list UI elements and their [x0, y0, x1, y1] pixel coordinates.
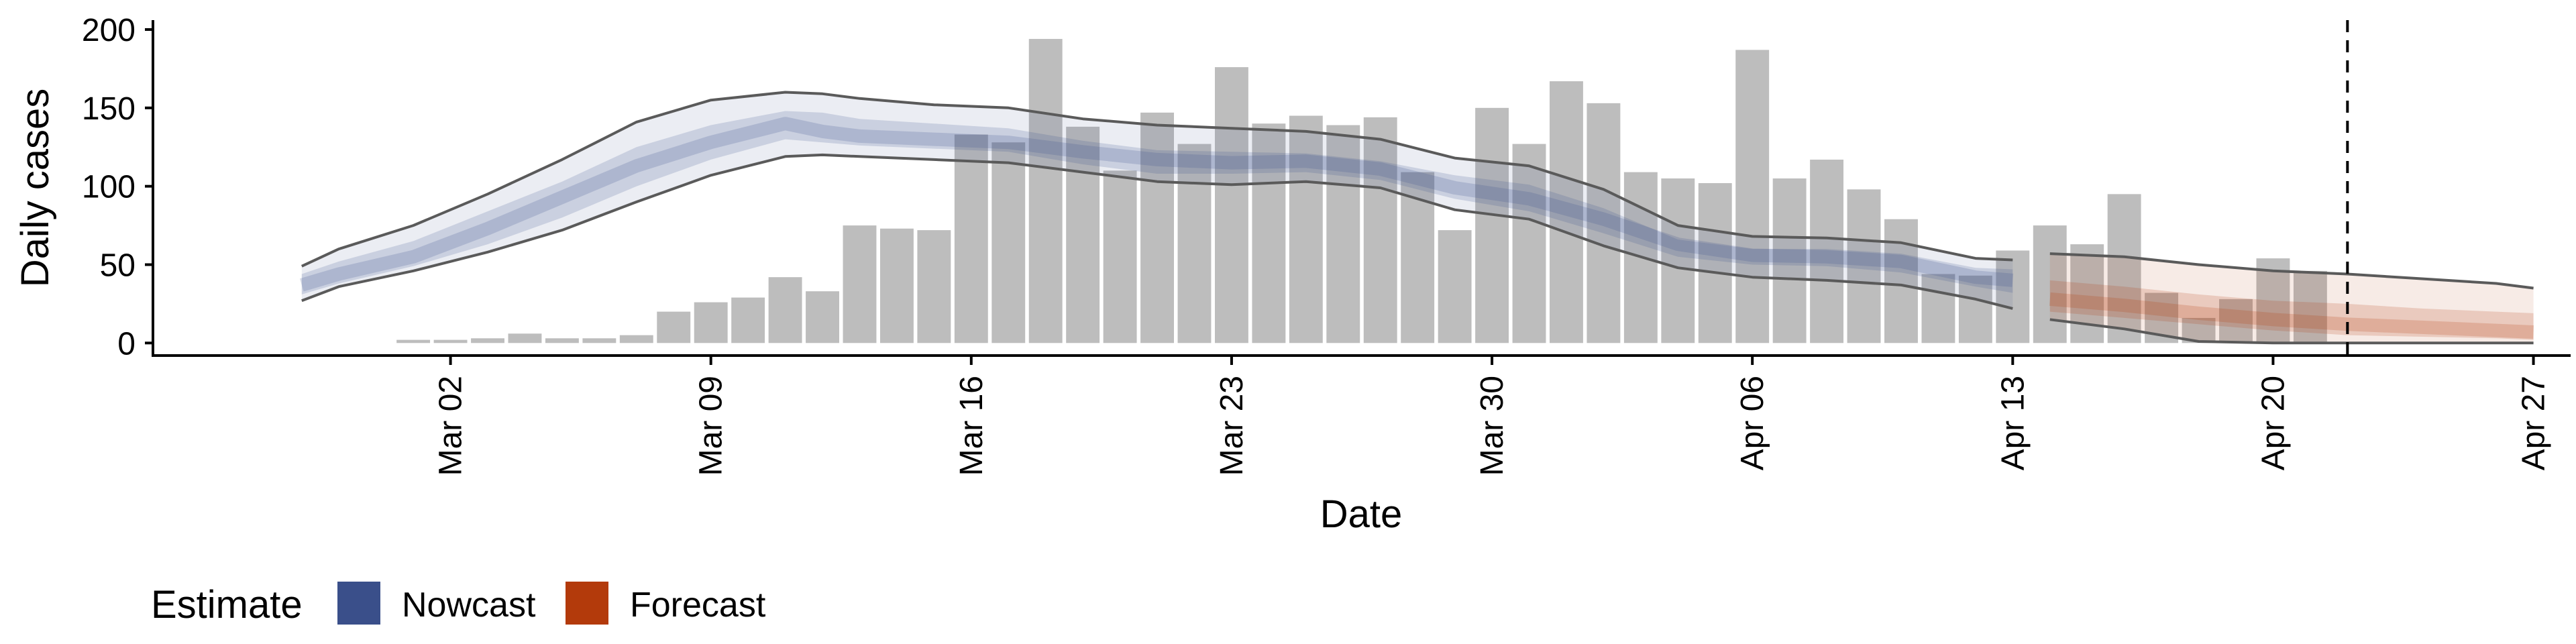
bar	[1884, 219, 1918, 343]
forecast-ribbon-50	[2049, 280, 2534, 340]
bar	[917, 230, 951, 343]
legend-title: Estimate	[151, 583, 303, 627]
bar	[471, 338, 504, 343]
forecast-lower-bound-line	[2049, 318, 2534, 345]
x-tick-label: Mar 09	[694, 376, 729, 476]
x-axis-title: Date	[1320, 492, 1403, 536]
nowcast-median-line	[299, 117, 2014, 292]
bar	[1177, 144, 1212, 343]
y-tick-label: 50	[100, 248, 136, 283]
bar	[731, 297, 765, 343]
x-tick-label: Apr 13	[1995, 376, 2031, 470]
bar	[396, 339, 431, 343]
bar	[1066, 126, 1100, 343]
legend-swatch-nowcast	[337, 582, 380, 625]
y-axis-title: Daily cases	[13, 89, 57, 288]
bar	[1475, 107, 1509, 343]
x-tick-label: Apr 20	[2255, 376, 2291, 470]
forecast-median-line	[2049, 292, 2534, 339]
legend-label-nowcast: Nowcast	[402, 586, 536, 625]
bar	[1140, 112, 1174, 343]
x-tick-label: Mar 16	[954, 376, 989, 476]
bar	[1921, 274, 1955, 343]
x-tick-label: Mar 02	[433, 376, 469, 476]
bar	[1028, 39, 1063, 343]
bar	[879, 228, 914, 343]
bar	[2107, 194, 2141, 343]
bar	[657, 311, 691, 343]
legend: Estimate Nowcast Forecast	[151, 582, 766, 627]
bar	[1735, 50, 1770, 343]
nowcast-lower-bound-line	[301, 153, 2013, 310]
plot-area	[299, 20, 2534, 356]
bar	[1698, 182, 1732, 343]
bar	[508, 333, 542, 343]
bar	[991, 142, 1026, 343]
bar	[1326, 125, 1360, 343]
y-tick-label: 0	[117, 326, 136, 362]
bar	[619, 335, 653, 343]
bar	[1996, 250, 2030, 343]
bar	[1103, 170, 1137, 343]
y-tick-label: 150	[82, 91, 136, 127]
forecast-ribbon-90	[2049, 254, 2534, 343]
y-tick-label: 100	[82, 170, 136, 205]
bar	[843, 225, 877, 343]
bar	[1550, 81, 1583, 343]
bar	[545, 338, 579, 343]
legend-label-forecast: Forecast	[630, 586, 766, 625]
y-ticks: 0 50 100 150 200	[82, 13, 153, 362]
bar	[1363, 117, 1397, 343]
nowcast-ribbon-90	[301, 92, 2013, 309]
y-tick-label: 200	[82, 13, 136, 48]
bar	[1587, 103, 1621, 343]
bar	[1958, 275, 1992, 343]
forecast-upper-bound-line	[2049, 252, 2534, 290]
bars	[396, 39, 2365, 344]
bar	[768, 277, 802, 343]
bar	[1401, 172, 1435, 343]
legend-swatch-forecast	[566, 582, 608, 625]
nowcast-upper-bound-line	[301, 91, 2013, 268]
bar	[1438, 230, 1472, 343]
x-tick-label: Apr 27	[2516, 376, 2552, 470]
bar	[694, 302, 728, 343]
ribbons	[299, 91, 2534, 345]
bar	[2293, 270, 2327, 343]
bar	[2219, 299, 2253, 343]
x-tick-label: Mar 30	[1474, 376, 1510, 476]
bar	[954, 134, 988, 343]
bar	[433, 339, 468, 343]
bar	[1810, 159, 1844, 343]
bar	[1214, 67, 1248, 343]
x-tick-label: Apr 06	[1735, 376, 1770, 470]
bar	[1512, 144, 1546, 343]
bar	[1772, 178, 1807, 343]
bar	[1252, 123, 1286, 343]
bar	[582, 338, 616, 343]
bar	[1847, 189, 1881, 343]
bar	[1289, 115, 1323, 343]
bar	[806, 291, 839, 343]
x-ticks: Mar 02 Mar 09 Mar 16 Mar 23 Mar 30 Apr 06 Apr …	[433, 356, 2552, 476]
bar	[1661, 178, 1695, 343]
x-tick-label: Mar 23	[1214, 376, 1250, 476]
bar	[2033, 225, 2067, 343]
